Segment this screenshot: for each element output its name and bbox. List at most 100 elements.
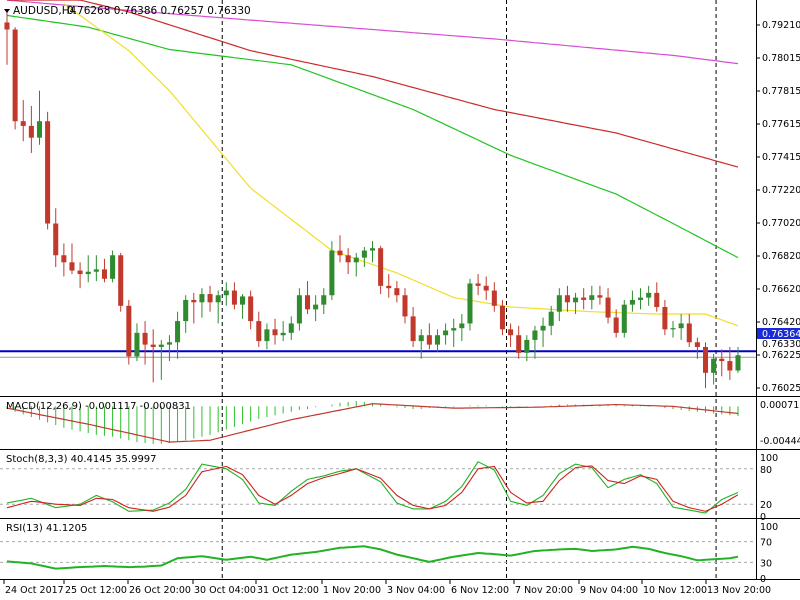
candle-body — [256, 321, 262, 342]
candle-body — [280, 332, 286, 336]
candle-body — [53, 223, 59, 256]
candle-body — [621, 304, 627, 333]
candle-body — [158, 344, 164, 347]
candle-body — [711, 358, 717, 373]
candle-body — [337, 250, 343, 256]
stoch-label: Stoch(8,3,3) 40.4145 35.9997 — [6, 454, 157, 465]
candle-body — [638, 297, 644, 300]
candle-body — [532, 330, 538, 340]
candle-body — [386, 285, 392, 289]
candle-body — [418, 335, 424, 342]
candle-body — [215, 295, 221, 303]
macd-signal-line — [6, 403, 739, 443]
price-tick-label: 0.76620 — [762, 284, 800, 295]
candle-body — [719, 358, 725, 362]
time-tick-label: 9 Nov 04:00 — [580, 585, 638, 596]
candle-body — [670, 328, 676, 330]
price-tick-label: 0.76225 — [762, 350, 800, 361]
candle-body — [345, 255, 351, 263]
stoch-tick-label: 80 — [760, 465, 772, 476]
candle-body — [646, 292, 652, 298]
candle-body — [248, 296, 254, 322]
candle-body — [434, 335, 440, 345]
candle-body — [589, 295, 595, 300]
candle-body — [353, 257, 359, 263]
candle-body — [288, 323, 294, 333]
rsi-panel — [0, 541, 756, 570]
candle-body — [183, 299, 189, 322]
candle-body — [573, 297, 579, 303]
chart-symbol: AUDUSD,H4 — [13, 5, 77, 17]
price-label-current: 0.76364 — [762, 329, 800, 340]
candle-body — [36, 121, 43, 138]
candle-body — [459, 323, 465, 329]
candle-body — [110, 255, 116, 279]
candle-body — [516, 335, 522, 353]
stoch-tick-label: 0 — [760, 512, 766, 523]
stoch-tick-label: 100 — [760, 453, 778, 464]
candle-body — [313, 304, 319, 310]
candle-body — [142, 332, 148, 345]
stoch-main-line — [6, 460, 739, 514]
time-tick-label: 1 Nov 20:00 — [323, 585, 381, 596]
price-tick-label: 0.77415 — [762, 152, 800, 163]
time-tick-label: 31 Oct 12:00 — [257, 585, 319, 596]
time-tick-label: 25 Oct 12:00 — [65, 585, 127, 596]
moving-average-line — [6, 0, 739, 65]
price-tick-label: 0.77220 — [762, 185, 800, 196]
macd-label: MACD(12,26,9) -0.001117 -0.000831 — [6, 401, 191, 412]
candle-body — [12, 29, 18, 122]
candle-body — [101, 269, 107, 279]
rsi-tick-label: 0 — [760, 574, 766, 585]
candle-body — [581, 297, 587, 300]
candle-body — [662, 306, 668, 330]
candle-body — [329, 250, 335, 296]
macd-tick-label: -0.004442 — [760, 436, 800, 447]
candle-body — [467, 283, 473, 324]
rsi-line — [6, 545, 739, 570]
candle-body — [321, 295, 327, 305]
time-tick-label: 30 Oct 04:00 — [194, 585, 256, 596]
candle-body — [118, 255, 124, 306]
candle-body — [540, 325, 546, 331]
candle-body — [150, 344, 156, 347]
candle-body — [605, 297, 611, 318]
candle-body — [296, 295, 302, 324]
candle-body — [556, 295, 562, 312]
candle-body — [564, 295, 570, 303]
candle-body — [475, 283, 481, 286]
symbol-dropdown-icon[interactable] — [4, 9, 10, 13]
price-tick-label: 0.76820 — [762, 251, 800, 262]
candle-body — [378, 248, 384, 286]
candle-body — [735, 355, 741, 371]
time-tick-label: 6 Nov 12:00 — [451, 585, 509, 596]
candle-body — [491, 290, 497, 306]
candle-body — [231, 290, 237, 305]
time-tick-label: 13 Nov 20:00 — [707, 585, 771, 596]
candle-body — [166, 342, 172, 345]
time-tick-label: 7 Nov 20:00 — [515, 585, 573, 596]
candle-body — [4, 22, 10, 30]
candle-body — [61, 255, 67, 263]
candle-body — [264, 329, 270, 342]
session-separators — [221, 0, 717, 580]
moving-average-line — [6, 14, 739, 259]
candle-body — [678, 323, 684, 329]
candle-body — [686, 323, 692, 343]
candle-body — [524, 339, 530, 353]
candles — [4, 11, 741, 389]
price-label-bid: 0.76330 — [762, 339, 800, 350]
macd-panel — [6, 400, 739, 444]
moving-average-line — [7, 0, 739, 168]
time-tick-label: 24 Oct 2017 — [5, 585, 64, 596]
candle-body — [410, 316, 416, 342]
stochastic-panel — [0, 460, 756, 514]
candle-body — [426, 335, 432, 345]
stoch-signal-line — [6, 465, 739, 512]
candle-body — [93, 269, 99, 272]
price-lines — [0, 350, 756, 358]
rsi-tick-label: 70 — [760, 538, 772, 549]
candle-body — [613, 317, 619, 333]
candle-body — [207, 294, 213, 303]
candle-body — [77, 270, 83, 275]
